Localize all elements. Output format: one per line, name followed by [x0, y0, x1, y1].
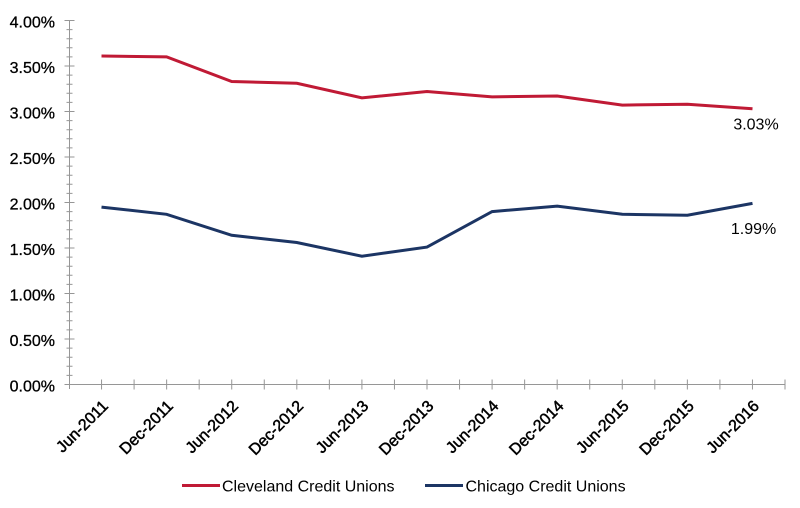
- svg-text:1.99%: 1.99%: [731, 221, 776, 238]
- svg-text:3.50%: 3.50%: [10, 60, 55, 77]
- svg-text:Dec-2015: Dec-2015: [637, 398, 698, 459]
- svg-text:Jun-2016: Jun-2016: [704, 398, 763, 457]
- svg-text:3.00%: 3.00%: [10, 106, 55, 123]
- svg-text:1.50%: 1.50%: [10, 242, 55, 259]
- svg-text:1.00%: 1.00%: [10, 288, 55, 305]
- svg-text:0.00%: 0.00%: [10, 379, 55, 396]
- svg-text:Jun-2013: Jun-2013: [313, 398, 372, 457]
- svg-text:Jun-2015: Jun-2015: [573, 398, 632, 457]
- svg-text:Dec-2011: Dec-2011: [117, 398, 177, 458]
- svg-text:Jun-2011: Jun-2011: [53, 398, 111, 456]
- svg-text:2.50%: 2.50%: [10, 151, 55, 168]
- svg-text:0.50%: 0.50%: [10, 333, 55, 350]
- svg-text:Jun-2012: Jun-2012: [183, 398, 242, 457]
- svg-text:Cleveland Credit Unions: Cleveland Credit Unions: [222, 479, 395, 496]
- svg-text:3.03%: 3.03%: [733, 117, 778, 134]
- svg-text:Dec-2013: Dec-2013: [376, 398, 437, 459]
- svg-text:4.00%: 4.00%: [10, 15, 55, 32]
- svg-text:2.00%: 2.00%: [10, 197, 55, 214]
- svg-text:Jun-2014: Jun-2014: [443, 398, 502, 457]
- svg-text:Dec-2012: Dec-2012: [246, 398, 307, 459]
- svg-text:Chicago Credit Unions: Chicago Credit Unions: [466, 479, 626, 496]
- svg-text:Dec-2014: Dec-2014: [506, 398, 567, 459]
